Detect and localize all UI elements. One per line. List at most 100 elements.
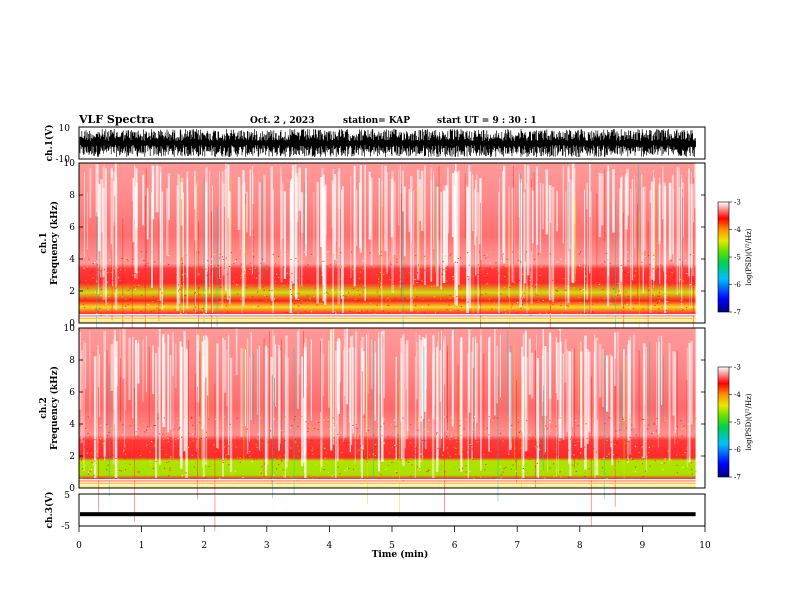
spectrogram-speckle <box>291 425 293 427</box>
spectrogram-streak <box>430 180 433 282</box>
spectrogram-speckle <box>314 302 316 303</box>
spectrogram-speckle <box>672 266 674 268</box>
spectrogram-speckle <box>224 290 226 292</box>
spectrogram-speckle <box>623 284 625 286</box>
spectrogram-speckle <box>449 297 451 299</box>
spectrogram-speckle <box>350 251 353 253</box>
spectrogram-streak <box>344 346 346 397</box>
spectrogram-streak <box>548 332 552 399</box>
spectrogram-speckle <box>641 457 644 459</box>
spectrogram-streak <box>316 182 319 304</box>
spectrogram-speckle <box>465 308 467 309</box>
spectrogram-speckle <box>293 419 295 421</box>
spectrogram-speckle <box>275 450 277 452</box>
spectrogram-speckle <box>79 425 81 427</box>
spectrogram-streak <box>83 340 85 471</box>
spectrogram-speckle <box>235 258 237 260</box>
spectrogram-speckle <box>485 257 487 259</box>
spectrogram-speckle <box>679 442 681 444</box>
spectrogram-speckle <box>137 436 139 438</box>
spectrogram-emission <box>623 212 625 340</box>
spectrogram-speckle <box>211 467 213 468</box>
spectrogram-speckle <box>286 449 288 451</box>
spectrogram-speckle <box>420 453 422 455</box>
spectrogram-speckle <box>392 476 394 478</box>
spectrogram-speckle <box>411 308 413 310</box>
spectrogram-speckle <box>539 260 541 262</box>
spectrogram-streak <box>359 182 361 249</box>
spectrogram-emission <box>534 350 536 488</box>
spectrogram-streak <box>320 353 321 472</box>
spectrogram-speckle <box>492 420 494 422</box>
spectrogram-speckle <box>122 278 124 280</box>
spectrogram-speckle <box>140 251 142 253</box>
spectrogram-speckle <box>226 443 228 445</box>
spectrogram-speckle <box>522 293 524 294</box>
spectrogram-streak <box>304 356 307 418</box>
time-tick-label: 0 <box>76 541 82 551</box>
spectrogram-speckle <box>131 259 133 261</box>
spectrogram-speckle <box>96 423 98 425</box>
spectrogram-speckle <box>323 469 325 470</box>
spectrogram-speckle <box>124 305 127 307</box>
spectrogram-streak <box>416 342 418 400</box>
spectrogram-speckle <box>275 281 277 283</box>
spectrogram-streak <box>398 169 400 225</box>
spectrogram-speckle <box>647 417 649 418</box>
spectrogram-speckle <box>303 276 305 278</box>
spectrogram-speckle <box>684 452 686 454</box>
spectrogram-speckle <box>349 433 351 435</box>
spectrogram-speckle <box>379 463 381 465</box>
spectrogram-emission <box>435 179 437 273</box>
spectrogram-speckle <box>561 469 563 471</box>
spectrogram-speckle <box>130 297 132 299</box>
spectrogram-speckle <box>298 292 300 294</box>
spectrogram-speckle <box>451 435 453 437</box>
spectrogram-streak <box>100 179 102 278</box>
spectrogram-speckle <box>382 310 384 312</box>
spectrogram-speckle <box>604 423 606 425</box>
spectrogram-speckle <box>415 432 417 434</box>
spectrogram-speckle <box>157 474 160 476</box>
spectrogram-speckle <box>193 477 196 478</box>
spectrogram-speckle <box>115 442 117 443</box>
spectrogram-streak <box>175 343 177 388</box>
spectrogram-speckle <box>442 273 444 275</box>
spectrogram-speckle <box>390 424 393 426</box>
spectrogram-speckle <box>292 308 294 310</box>
spectrogram-speckle <box>395 445 397 447</box>
spectrogram-speckle <box>160 296 162 298</box>
spectrogram-streak <box>275 344 277 407</box>
spectrogram-speckle <box>583 264 585 266</box>
spectrogram-speckle <box>516 302 519 304</box>
spectrogram-speckle <box>652 283 654 285</box>
spectrogram-speckle <box>660 264 662 266</box>
spectrogram-emission <box>507 331 509 416</box>
spectrogram-streak <box>545 169 549 235</box>
spectrogram-speckle <box>634 445 637 447</box>
spectrogram-speckle <box>330 449 332 450</box>
spectrogram-speckle <box>553 476 555 478</box>
spectrogram-speckle <box>573 279 575 281</box>
spectrogram-speckle <box>340 266 342 268</box>
spectrogram-speckle <box>270 416 272 418</box>
spectrogram-streak <box>536 184 538 296</box>
spectrogram-speckle <box>617 438 620 439</box>
spectrogram-streak <box>348 347 350 424</box>
spectrogram-speckle <box>273 448 275 450</box>
spectrogram-speckle <box>681 459 683 461</box>
spectrogram-speckle <box>638 451 640 453</box>
spectrogram-speckle <box>584 281 586 282</box>
spectrogram-speckle <box>197 257 199 259</box>
spectrogram-speckle <box>581 290 583 292</box>
spectrogram-speckle <box>232 473 234 474</box>
spectrogram-speckle <box>146 426 149 428</box>
spectrogram-speckle <box>585 431 587 432</box>
freq-tick-label: 4 <box>69 255 75 265</box>
spectrogram-streak <box>695 188 697 312</box>
spectrogram-speckle <box>511 424 513 426</box>
spectrogram-speckle <box>161 292 163 294</box>
spectrogram-streak <box>489 336 491 420</box>
spectrogram-speckle <box>293 303 296 305</box>
spectrogram-speckle <box>362 291 364 293</box>
